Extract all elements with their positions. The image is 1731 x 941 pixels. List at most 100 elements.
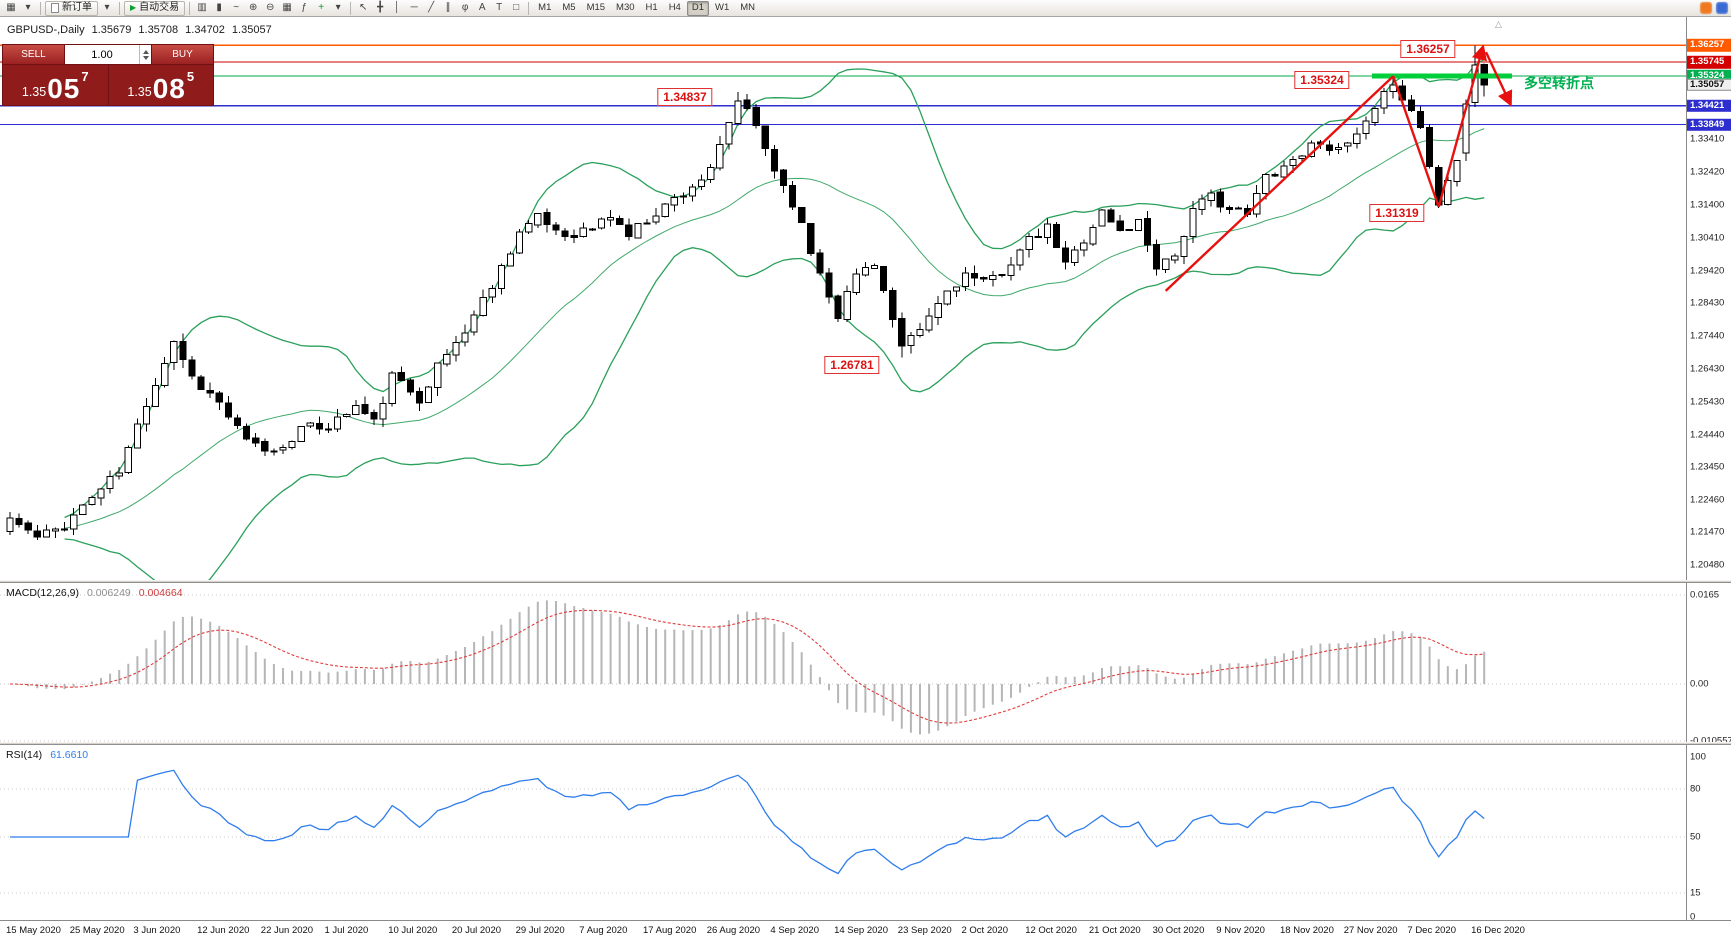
buy-button[interactable]: BUY <box>151 45 213 64</box>
tile-windows-icon[interactable]: ▦ <box>282 2 292 13</box>
timeframe-h4[interactable]: H4 <box>668 2 681 14</box>
rsi-panel[interactable]: RSI(14) 61.6610 <box>0 745 1686 920</box>
price-badge: 1.33849 <box>1687 118 1731 131</box>
price-annotation[interactable]: 1.34837 <box>657 88 713 106</box>
vertical-line-icon[interactable]: │ <box>394 2 401 13</box>
one-click-trading-panel: SELL 1.00 BUY 1.35 05 7 1.35 08 5 <box>2 44 214 106</box>
time-axis-label: 12 Jun 2020 <box>197 925 250 936</box>
spinner-up-icon[interactable] <box>142 49 149 54</box>
timeframe-m1[interactable]: M1 <box>538 2 552 14</box>
main-chart-panel[interactable]: GBPUSD-,Daily 1.35679 1.35708 1.34702 1.… <box>0 17 1686 580</box>
toolbar: ▦ ▾ 新订单 ▾ ▶ 自动交易 ▥ ▮ ~ ⊕ ⊖ ▦ ƒ + ▾ ↖ ╋ │ ─ ╱ ∥ φ A T □ M1 M5 M15 M30… <box>0 0 1731 17</box>
timeframe-mn[interactable]: MN <box>740 2 756 14</box>
rsi-axis-label: 50 <box>1690 831 1701 843</box>
new-order-button[interactable]: 新订单 <box>45 0 98 16</box>
toolbar-separator <box>189 1 191 15</box>
crosshair-icon[interactable]: ╋ <box>377 2 384 13</box>
new-chart-icon[interactable]: ▦ <box>6 2 16 13</box>
bar-chart-icon[interactable]: ▥ <box>197 2 207 13</box>
tray-icon-blue[interactable] <box>1716 2 1728 14</box>
timeframe-m30[interactable]: M30 <box>616 2 635 14</box>
timeframe-w1[interactable]: W1 <box>715 2 730 14</box>
price-axis-label: 1.21470 <box>1690 526 1725 538</box>
timeframe-m5[interactable]: M5 <box>562 2 576 14</box>
price-axis-label: 1.29420 <box>1690 265 1725 276</box>
spinner-down-icon[interactable] <box>142 55 149 60</box>
sell-button[interactable]: SELL <box>3 45 65 64</box>
toolbar-separator <box>119 1 120 15</box>
price-axis-label: 1.22460 <box>1690 494 1725 506</box>
ohlc-open: 1.35679 <box>91 24 132 36</box>
time-axis-label: 26 Aug 2020 <box>706 925 761 936</box>
new-order-icon <box>51 3 59 13</box>
label-icon[interactable]: T <box>496 2 503 13</box>
new-order-label: 新订单 <box>62 2 92 13</box>
ohlc-close: 1.35057 <box>231 24 272 36</box>
price-axis-label: 1.31400 <box>1690 199 1725 211</box>
chart-canvas[interactable] <box>0 17 1686 580</box>
price-axis-label: 1.32420 <box>1690 166 1725 178</box>
macd-panel[interactable]: MACD(12,26,9) 0.006249 0.004664 <box>0 583 1686 742</box>
turning-point-note[interactable]: 多空转折点 <box>1524 75 1594 91</box>
macd-name: MACD(12,26,9) <box>6 587 79 599</box>
price-axis-label: 1.20480 <box>1690 559 1725 571</box>
tray-icon-orange[interactable] <box>1700 2 1712 14</box>
horizontal-line-icon[interactable]: ─ <box>410 2 418 13</box>
timeframe-m15[interactable]: M15 <box>586 2 606 14</box>
profiles-icon[interactable]: ▾ <box>25 2 31 13</box>
chart-shift-marker: △ <box>1495 19 1502 29</box>
macd-canvas[interactable] <box>0 583 1686 742</box>
volume-field[interactable]: 1.00 <box>65 45 151 64</box>
chart-dropdown-icon[interactable]: ▾ <box>104 2 110 13</box>
shapes-icon[interactable]: □ <box>513 2 520 13</box>
zoom-in-icon[interactable]: ⊕ <box>248 2 258 13</box>
time-axis-label: 2 Oct 2020 <box>961 925 1008 936</box>
toolbar-separator <box>528 1 530 15</box>
price-annotation[interactable]: 1.36257 <box>1400 40 1456 58</box>
macd-signal-value: 0.004664 <box>138 587 183 599</box>
sell-price-sup: 7 <box>81 69 89 84</box>
buy-price[interactable]: 1.35 08 5 <box>107 65 214 105</box>
time-axis-label: 1 Jul 2020 <box>324 925 369 936</box>
time-axis-label: 14 Sep 2020 <box>834 925 888 936</box>
volume-spinner[interactable] <box>139 45 151 64</box>
time-axis-label: 22 Jun 2020 <box>260 925 314 936</box>
time-axis-label: 29 Jul 2020 <box>515 925 565 936</box>
macd-main-value: 0.006249 <box>86 587 131 599</box>
text-icon[interactable]: A <box>478 2 486 13</box>
templates-icon[interactable]: ▾ <box>335 2 341 13</box>
rsi-axis-label: 15 <box>1690 887 1701 899</box>
time-axis[interactable]: 15 May 2020 25 May 2020 3 Jun 2020 12 Jun 2… <box>0 920 1731 941</box>
zoom-out-icon[interactable]: ⊖ <box>265 2 275 13</box>
timeframe-d1[interactable]: D1 <box>686 0 709 16</box>
price-badge: 1.36257 <box>1687 39 1731 52</box>
time-axis-label: 16 Dec 2020 <box>1471 925 1525 936</box>
buy-price-big: 08 <box>152 72 186 104</box>
cursor-icon[interactable]: ↖ <box>358 2 368 13</box>
rsi-name: RSI(14) <box>6 749 43 761</box>
add-indicator-icon[interactable]: + <box>318 2 325 13</box>
rsi-separator[interactable] <box>0 742 1731 745</box>
indicators-icon[interactable]: ƒ <box>301 2 307 13</box>
price-annotation[interactable]: 1.35324 <box>1294 71 1350 89</box>
autotrading-button[interactable]: ▶ 自动交易 <box>124 0 186 16</box>
volume-value: 1.00 <box>91 48 113 61</box>
fibonacci-icon[interactable]: φ <box>461 2 469 13</box>
price-annotation[interactable]: 1.26781 <box>824 356 880 374</box>
rsi-axis-label: 0 <box>1690 911 1696 923</box>
price-axis[interactable]: 1.33410 1.32420 1.31400 1.30410 1.29420 1.284… <box>1686 17 1731 923</box>
time-axis-label: 27 Nov 2020 <box>1343 925 1398 936</box>
time-axis-label: 15 May 2020 <box>6 925 61 936</box>
rsi-canvas[interactable] <box>0 745 1686 920</box>
macd-separator[interactable] <box>0 580 1731 583</box>
rsi-label: RSI(14) 61.6610 <box>6 749 88 761</box>
trendline-icon[interactable]: ╱ <box>428 2 435 13</box>
sell-price[interactable]: 1.35 05 7 <box>3 65 108 105</box>
price-annotation[interactable]: 1.31319 <box>1369 204 1425 222</box>
line-chart-icon[interactable]: ~ <box>233 2 240 13</box>
channel-icon[interactable]: ∥ <box>445 2 451 13</box>
candlestick-chart-icon[interactable]: ▮ <box>216 2 222 13</box>
sell-price-head: 1.35 <box>21 84 47 99</box>
timeframe-h1[interactable]: H1 <box>645 2 658 14</box>
